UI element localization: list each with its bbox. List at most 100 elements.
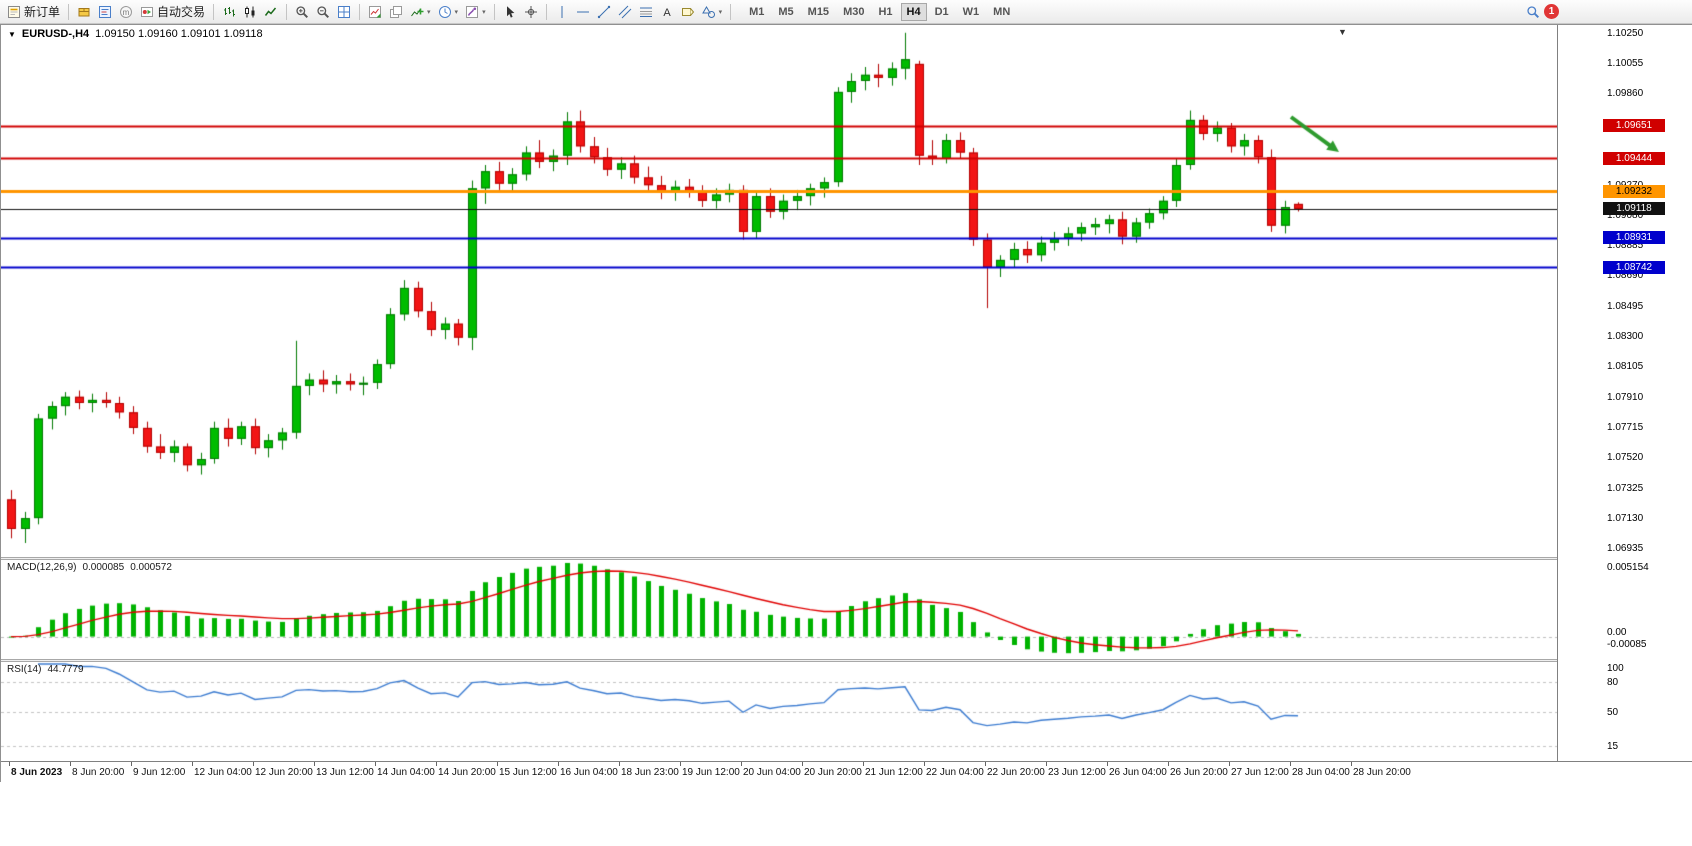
horizontal-line-button[interactable] — [573, 2, 593, 22]
tf-button-m5[interactable]: M5 — [772, 3, 799, 21]
svg-text:m: m — [123, 7, 130, 16]
time-tick — [497, 762, 498, 766]
scale-label: 1.07325 — [1607, 482, 1644, 494]
fibonacci-button[interactable] — [636, 2, 656, 22]
time-tick — [253, 762, 254, 766]
pane-separator[interactable] — [1, 557, 1692, 560]
scale-label: 1.10250 — [1607, 27, 1644, 39]
line-chart-button[interactable] — [261, 2, 281, 22]
profiles-button[interactable] — [386, 2, 406, 22]
zoom-in-icon — [295, 5, 309, 19]
scale-label: 80 — [1607, 676, 1619, 688]
market-depth-icon — [98, 5, 112, 19]
time-label: 8 Jun 2023 — [11, 767, 63, 778]
scale-label: 1.07130 — [1607, 513, 1644, 525]
vertical-line-button[interactable] — [552, 2, 572, 22]
toolbar-separator — [359, 3, 361, 20]
svg-text:A: A — [663, 7, 671, 19]
zoom-out-button[interactable] — [313, 2, 333, 22]
search-button[interactable] — [1523, 2, 1543, 22]
package-button[interactable] — [74, 2, 94, 22]
time-tick — [1351, 762, 1352, 766]
search-icon — [1526, 5, 1540, 19]
tf-button-h1[interactable]: H1 — [872, 3, 898, 21]
time-label: 16 Jun 04:00 — [560, 767, 618, 778]
tf-button-m1[interactable]: M1 — [743, 3, 770, 21]
time-label: 19 Jun 12:00 — [682, 767, 740, 778]
time-label: 20 Jun 04:00 — [743, 767, 801, 778]
text-icon: A — [660, 5, 674, 19]
indicators-button[interactable]: ▾ — [407, 2, 434, 22]
toolbar-separator — [68, 3, 70, 20]
rsi-canvas[interactable] — [1, 662, 1557, 761]
dropdown-caret-icon[interactable]: ▾ — [454, 8, 459, 16]
periods-button[interactable]: ▾ — [435, 2, 462, 22]
tf-button-mn[interactable]: MN — [987, 3, 1016, 21]
cursor-button[interactable] — [500, 2, 520, 22]
periods-icon — [438, 5, 452, 19]
new-chart-button[interactable] — [365, 2, 385, 22]
price-scale[interactable]: 1.102501.100551.098601.092701.090801.088… — [1557, 25, 1692, 761]
crosshair-button[interactable] — [521, 2, 541, 22]
time-label: 26 Jun 04:00 — [1109, 767, 1167, 778]
tf-button-w1[interactable]: W1 — [957, 3, 986, 21]
time-label: 12 Jun 20:00 — [255, 767, 313, 778]
chart-shift-marker[interactable]: ▼ — [1338, 27, 1347, 37]
dropdown-caret-icon[interactable]: ▾ — [427, 8, 431, 16]
dropdown-caret-icon[interactable]: ▾ — [482, 8, 486, 16]
channel-button[interactable] — [615, 2, 635, 22]
time-tick — [1107, 762, 1108, 766]
zoom-out-icon — [316, 5, 330, 19]
time-tick — [314, 762, 315, 766]
new-order-icon — [7, 5, 21, 19]
candlestick-chart-button[interactable] — [240, 2, 260, 22]
tf-button-m15[interactable]: M15 — [802, 3, 835, 21]
symbol-title: EURUSD-,H4 — [21, 28, 90, 40]
scale-label: 50 — [1607, 706, 1619, 718]
autotrade-label: 自动交易 — [157, 5, 206, 19]
time-tick — [1168, 762, 1169, 766]
scale-label: 100 — [1607, 663, 1624, 674]
tf-button-d1[interactable]: D1 — [929, 3, 955, 21]
text-button[interactable]: A — [657, 2, 677, 22]
tf-button-h4[interactable]: H4 — [900, 2, 927, 21]
label-icon — [681, 5, 695, 19]
market-depth-button[interactable] — [95, 2, 115, 22]
scale-label: 1.08300 — [1607, 331, 1644, 343]
cursor-icon — [503, 5, 517, 19]
scale-label: 0.00 — [1607, 626, 1627, 638]
time-axis[interactable]: 8 Jun 2023 8 Jun 20:00 9 Jun 12:00 12 Jun 0… — [1, 761, 1692, 783]
templates-button[interactable]: ▾ — [462, 2, 489, 22]
zoom-in-button[interactable] — [292, 2, 312, 22]
mql-community-button[interactable]: m — [116, 2, 136, 22]
time-tick — [619, 762, 620, 766]
new-order-label: 新订单 — [24, 5, 61, 19]
pane-separator[interactable] — [1, 659, 1692, 662]
macd-canvas[interactable] — [1, 560, 1557, 659]
rsi-value: 44.7779 — [47, 664, 84, 675]
new-order-button[interactable]: 新订单 — [4, 2, 63, 22]
notification-badge[interactable]: 1 — [1544, 4, 1559, 19]
package-icon — [77, 5, 91, 19]
bar-chart-icon — [222, 5, 236, 19]
bar-chart-button[interactable] — [219, 2, 239, 22]
shapes-button[interactable]: ▾ — [699, 2, 726, 22]
time-label: 28 Jun 04:00 — [1292, 767, 1350, 778]
scale-label: 1.08495 — [1607, 300, 1644, 312]
scale-label: 1.08885 — [1607, 240, 1644, 252]
label-button[interactable] — [678, 2, 698, 22]
tile-windows-button[interactable] — [334, 2, 354, 22]
time-tick — [70, 762, 71, 766]
price-line-badge: 1.09651 — [1603, 119, 1665, 133]
tf-button-m30[interactable]: M30 — [837, 3, 870, 21]
time-tick — [9, 762, 10, 766]
time-tick — [1290, 762, 1291, 766]
autotrade-button[interactable]: 自动交易 — [137, 2, 208, 22]
dropdown-caret-icon[interactable]: ▾ — [718, 8, 723, 16]
time-tick — [192, 762, 193, 766]
toolbar-separator — [545, 3, 547, 20]
macd-name: MACD(12,26,9) — [7, 562, 77, 573]
collapse-triangle-icon[interactable]: ▼ — [8, 29, 16, 39]
price-chart-canvas[interactable] — [1, 25, 1557, 557]
trendline-button[interactable] — [594, 2, 614, 22]
